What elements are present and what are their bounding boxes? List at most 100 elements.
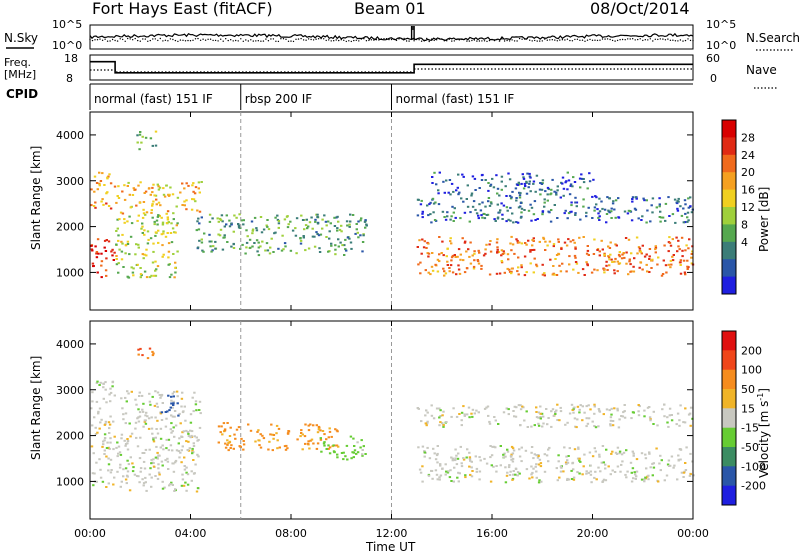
echo-cell bbox=[537, 481, 541, 484]
nsearch-point bbox=[423, 40, 425, 42]
echo-cell bbox=[629, 270, 632, 273]
echo-cell bbox=[100, 260, 104, 263]
echo-cell bbox=[468, 456, 472, 459]
echo-cell bbox=[565, 180, 568, 183]
echo-cell bbox=[242, 443, 246, 446]
echo-cell bbox=[336, 229, 339, 232]
echo-cell bbox=[203, 232, 206, 235]
echo-cell bbox=[589, 464, 592, 467]
echo-cell bbox=[605, 264, 608, 267]
echo-cell bbox=[431, 269, 435, 272]
echo-cell bbox=[539, 405, 542, 408]
echo-cell bbox=[607, 255, 610, 258]
nsearch-point bbox=[566, 38, 569, 40]
nsearch-point bbox=[420, 40, 423, 42]
echo-cell bbox=[520, 211, 523, 214]
colorbar-tick-label: -15 bbox=[741, 422, 759, 435]
echo-cell bbox=[620, 257, 624, 260]
echo-cell bbox=[186, 473, 190, 476]
echo-cell bbox=[500, 261, 504, 264]
echo-cell bbox=[475, 470, 478, 473]
echo-cell bbox=[454, 448, 457, 451]
echo-cell bbox=[499, 464, 502, 467]
echo-cell bbox=[144, 213, 147, 216]
echo-cell bbox=[311, 235, 315, 238]
echo-cell bbox=[98, 458, 101, 461]
echo-cell bbox=[438, 407, 441, 410]
echo-cell bbox=[196, 453, 199, 456]
echo-cell bbox=[212, 245, 215, 248]
echo-cell bbox=[183, 468, 187, 471]
echo-cell bbox=[245, 246, 248, 249]
echo-cell bbox=[325, 236, 328, 238]
nsearch-point bbox=[546, 39, 548, 41]
echo-cell bbox=[670, 263, 673, 266]
echo-cell bbox=[587, 254, 590, 256]
echo-cell bbox=[173, 415, 176, 418]
nsearch-point bbox=[255, 40, 257, 42]
echo-cell bbox=[154, 274, 158, 277]
echo-cell bbox=[510, 267, 514, 270]
echo-cell bbox=[268, 440, 271, 443]
echo-cell bbox=[551, 178, 554, 181]
echo-cell bbox=[542, 422, 545, 425]
echo-cell bbox=[159, 446, 162, 449]
echo-cell bbox=[442, 180, 445, 183]
echo-cell bbox=[640, 478, 644, 481]
echo-cell bbox=[456, 476, 459, 479]
range-tick-label: 1000 bbox=[56, 266, 84, 279]
echo-cell bbox=[255, 239, 259, 242]
echo-cell bbox=[144, 481, 147, 484]
echo-cell bbox=[677, 459, 680, 462]
echo-cell bbox=[656, 263, 659, 266]
echo-cell bbox=[109, 458, 113, 461]
echo-cell bbox=[679, 259, 683, 262]
echo-cell bbox=[685, 244, 688, 247]
echo-cell bbox=[613, 260, 616, 263]
echo-cell bbox=[665, 271, 668, 274]
echo-cell bbox=[675, 423, 678, 426]
echo-cell bbox=[101, 480, 105, 483]
echo-cell bbox=[183, 187, 186, 190]
echo-cell bbox=[147, 238, 150, 241]
echo-cell bbox=[156, 391, 160, 394]
echo-cell bbox=[519, 424, 522, 427]
nsearch-point bbox=[227, 39, 229, 42]
nsearch-point bbox=[353, 39, 355, 42]
echo-cell bbox=[663, 479, 666, 482]
echo-cell bbox=[365, 223, 368, 226]
nsearch-point bbox=[473, 39, 476, 41]
echo-cell bbox=[537, 463, 541, 466]
nsearch-point bbox=[398, 38, 400, 40]
nsearch-point bbox=[149, 39, 151, 42]
echo-cell bbox=[322, 442, 326, 445]
echo-cell bbox=[167, 242, 171, 245]
freq-panel-frame bbox=[89, 54, 694, 81]
echo-cell bbox=[507, 172, 510, 175]
echo-cell bbox=[660, 459, 663, 462]
echo-cell bbox=[616, 409, 619, 412]
echo-cell bbox=[593, 238, 596, 241]
echo-cell bbox=[141, 410, 145, 413]
nsearch-point bbox=[682, 40, 684, 42]
range-tick-label: 3000 bbox=[56, 384, 84, 397]
echo-cell bbox=[510, 249, 513, 252]
echo-cell bbox=[516, 184, 519, 186]
echo-cell bbox=[598, 410, 602, 413]
echo-cell bbox=[658, 197, 661, 200]
nsearch-point bbox=[539, 40, 541, 42]
echo-cell bbox=[525, 181, 528, 184]
echo-cell bbox=[165, 212, 168, 215]
echo-cell bbox=[521, 405, 524, 408]
echo-cell bbox=[150, 209, 153, 212]
echo-cell bbox=[517, 404, 521, 407]
echo-cell bbox=[643, 415, 646, 418]
echo-cell bbox=[573, 254, 577, 257]
echo-cell bbox=[191, 184, 194, 187]
echo-cell bbox=[572, 476, 576, 479]
echo-cell bbox=[172, 212, 175, 215]
echo-cell bbox=[655, 206, 658, 209]
echo-cell bbox=[187, 435, 191, 438]
echo-cell bbox=[476, 259, 479, 261]
